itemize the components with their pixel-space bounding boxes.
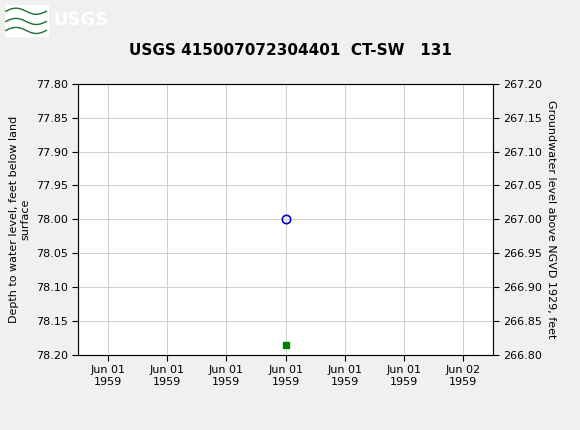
Y-axis label: Groundwater level above NGVD 1929, feet: Groundwater level above NGVD 1929, feet	[546, 100, 556, 338]
Text: USGS 415007072304401  CT-SW   131: USGS 415007072304401 CT-SW 131	[129, 43, 451, 58]
Text: USGS: USGS	[53, 12, 108, 29]
Bar	[5, 5, 48, 36]
Y-axis label: Depth to water level, feet below land
surface: Depth to water level, feet below land su…	[9, 116, 30, 323]
